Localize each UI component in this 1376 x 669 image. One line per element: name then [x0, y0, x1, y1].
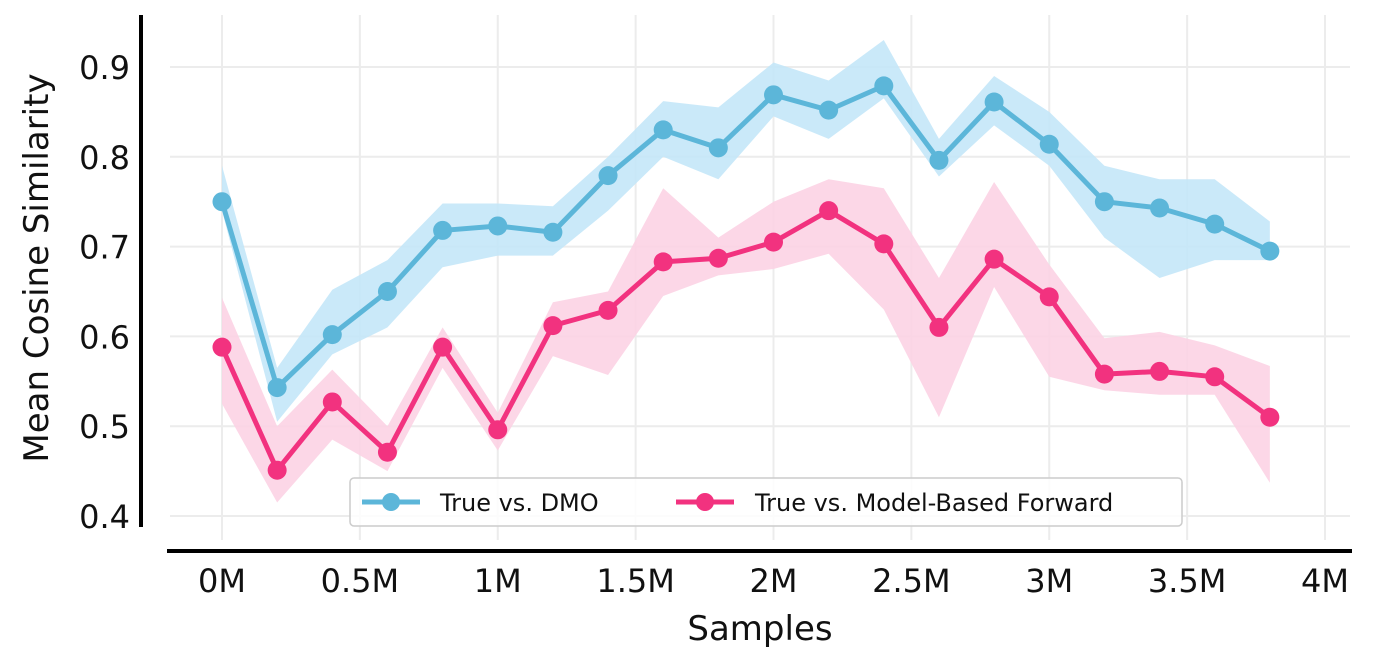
data-point [212, 192, 232, 212]
y-tick-label: 0.9 [79, 49, 130, 87]
x-tick-label: 3.5M [1148, 562, 1227, 600]
series-line-1 [219, 208, 1272, 473]
data-point [377, 282, 397, 301]
data-point [267, 378, 287, 398]
x-tick-labels: 0M 0.5M 1M 1.5M 2M 2.5M 3M 3.5M 4M [198, 562, 1349, 600]
y-tick-label: 0.4 [79, 498, 130, 536]
confidence-band-1 [222, 179, 1270, 503]
data-point [488, 420, 508, 440]
y-tick-label: 0.6 [79, 318, 130, 356]
data-point [377, 442, 397, 462]
data-point [929, 150, 949, 170]
data-point [433, 220, 453, 240]
x-tick-label: 3M [1025, 562, 1073, 600]
data-point [1260, 241, 1280, 261]
legend-label-dmo: True vs. DMO [439, 489, 599, 517]
data-point [764, 85, 783, 105]
y-tick-label: 0.7 [79, 229, 130, 267]
data-point [1260, 407, 1280, 427]
data-point [322, 325, 342, 345]
series-line-0 [219, 83, 1271, 391]
data-point [653, 252, 673, 272]
data-point [819, 100, 839, 120]
data-point [322, 392, 342, 412]
x-tick-label: 2.5M [872, 562, 951, 600]
data-point [819, 201, 839, 221]
data-point [598, 166, 618, 186]
y-tick-labels: 0.4 0.5 0.6 0.7 0.8 0.9 [79, 49, 130, 536]
data-point [267, 460, 287, 480]
data-point [653, 120, 673, 140]
x-tick-label: 1M [474, 562, 522, 600]
x-tick-label: 1.5M [596, 562, 675, 600]
y-tick-label: 0.5 [79, 408, 130, 446]
data-point [1150, 361, 1170, 381]
data-point [1039, 134, 1059, 154]
data-point [543, 222, 563, 242]
legend-marker-model-based [696, 493, 714, 511]
y-tick-label: 0.8 [79, 139, 130, 177]
series-points [212, 76, 1280, 480]
data-point [1094, 364, 1114, 384]
data-point [1039, 287, 1059, 307]
data-point [984, 249, 1004, 269]
confidence-band-0 [222, 40, 1270, 422]
data-point [874, 76, 894, 96]
data-point [212, 337, 232, 357]
data-point [1094, 192, 1114, 212]
legend: True vs. DMO True vs. Model-Based Forwar… [349, 477, 1183, 527]
data-point [433, 337, 453, 357]
legend-box [349, 477, 1183, 527]
data-point [708, 138, 728, 158]
data-point [488, 216, 508, 236]
x-tick-label: 0.5M [321, 562, 400, 600]
data-point [708, 248, 728, 268]
data-point [1205, 214, 1225, 234]
data-point [984, 92, 1004, 112]
data-point [874, 234, 894, 254]
x-axis-label: Samples [687, 609, 832, 649]
y-axis-label: Mean Cosine Similarity [17, 73, 57, 462]
data-point [1150, 198, 1170, 218]
legend-label-model-based: True vs. Model-Based Forward [754, 489, 1113, 517]
legend-marker-dmo [382, 493, 400, 511]
x-tick-label: 2M [750, 562, 798, 600]
data-point [764, 232, 783, 252]
x-tick-label: 0M [198, 562, 246, 600]
data-point [543, 316, 563, 336]
data-point [1205, 367, 1225, 387]
x-tick-label: 4M [1301, 562, 1349, 600]
data-point [929, 317, 949, 337]
confidence-bands [222, 40, 1270, 503]
data-point [598, 300, 618, 320]
series-lines [219, 83, 1272, 473]
